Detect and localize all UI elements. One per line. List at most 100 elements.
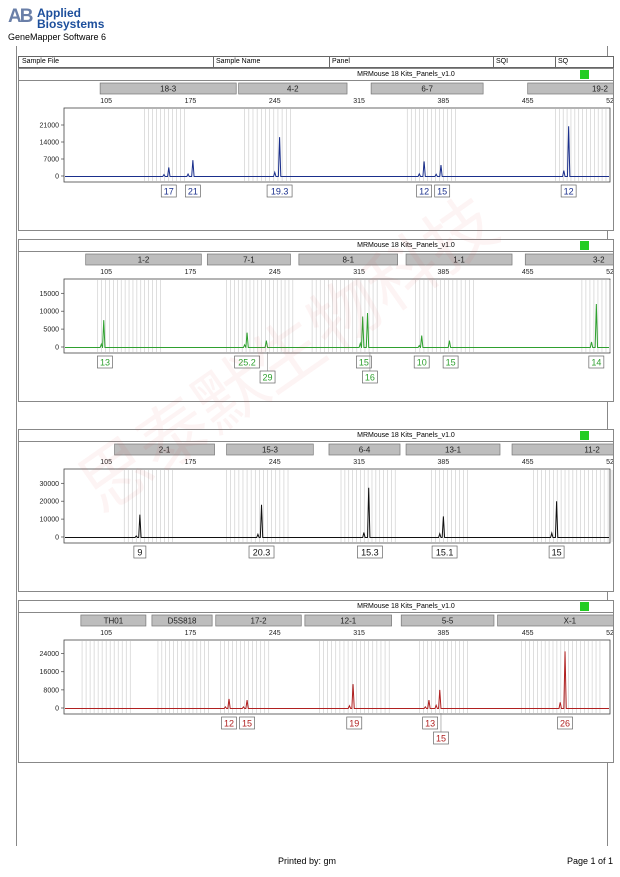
- allele-call-label: 15.1: [436, 548, 454, 558]
- allele-call-box: [234, 355, 260, 369]
- col-sqi: SQI: [496, 58, 509, 65]
- marker-label: 11-2: [584, 446, 600, 455]
- allele-call-box: [266, 184, 293, 198]
- sample-header-row: Sample File Sample Name Panel SQI SQ: [18, 56, 614, 68]
- x-tick-label: 245: [269, 459, 281, 466]
- marker-label: 13-1: [445, 446, 462, 455]
- plot-area: [63, 107, 611, 183]
- allele-call-label: 26: [560, 719, 570, 729]
- allele-call-label: 29: [263, 373, 273, 383]
- y-tick-label: 0: [55, 174, 59, 181]
- marker-bin: [206, 253, 291, 266]
- allele-call-box: [416, 184, 432, 198]
- allele-call-box: [557, 716, 573, 730]
- x-tick-label: 385: [438, 98, 450, 105]
- allele-call-label: 13: [100, 358, 110, 368]
- y-tick-label: 8000: [43, 687, 59, 694]
- marker-label: 1-1: [453, 256, 465, 265]
- trace-line: [65, 126, 609, 177]
- page-number: Page 1 of 1: [567, 856, 614, 866]
- x-tick-label: 105: [100, 459, 112, 466]
- allele-call-box: [221, 716, 237, 730]
- allele-call-box: [239, 716, 255, 730]
- x-tick-label: 105: [100, 269, 112, 276]
- trace-line: [65, 651, 609, 709]
- allele-call-box: [248, 545, 275, 559]
- marker-bin: [85, 253, 202, 266]
- allele-call-label: 15: [552, 548, 562, 558]
- x-tick-label: 245: [269, 98, 281, 105]
- allele-call-box: [356, 355, 372, 369]
- marker-label: 6-4: [359, 446, 371, 455]
- allele-call-label: 15.3: [361, 548, 379, 558]
- y-tick-label: 21000: [40, 123, 60, 130]
- marker-label: 6-7: [421, 85, 433, 94]
- allele-call-box: [422, 716, 438, 730]
- allele-call-box: [357, 545, 383, 559]
- trace-line: [65, 304, 609, 348]
- allele-call-box: [434, 184, 451, 198]
- marker-bin: [400, 614, 495, 627]
- allele-call-box: [431, 545, 458, 559]
- panel-title: MRMouse 18 Kits_Panels_v1.0: [357, 603, 455, 610]
- electropherogram-plot: TH01 D5S818 17-2 12-1 5-5 X-1 105 175 245 315 385 4…: [40, 614, 613, 745]
- sq-indicator: [580, 602, 589, 611]
- allele-call-box: [346, 716, 363, 730]
- marker-bin: [114, 443, 215, 456]
- marker-bin: [511, 443, 613, 456]
- marker-label: D5S818: [168, 617, 197, 626]
- col-sq: SQ: [558, 58, 569, 65]
- col-panel: Panel: [332, 58, 350, 65]
- y-tick-label: 16000: [40, 669, 60, 676]
- marker-label: 2-1: [159, 446, 171, 455]
- x-tick-label: 175: [185, 459, 197, 466]
- panel-title: MRMouse 18 Kits_Panels_v1.0: [357, 242, 455, 249]
- panel-title: MRMouse 18 Kits_Panels_v1.0: [357, 71, 455, 78]
- y-tick-label: 30000: [40, 481, 60, 488]
- marker-label: 18-3: [160, 85, 177, 94]
- plot-area: [63, 278, 611, 354]
- allele-call-label: 19.3: [271, 187, 289, 197]
- allele-call-box: [160, 184, 177, 198]
- allele-call-label: 17: [164, 187, 174, 197]
- marker-bin: [238, 82, 348, 95]
- x-tick-label: 105: [100, 630, 112, 637]
- x-tick-label: 245: [269, 269, 281, 276]
- electropherogram-panel: MRMouse 18 Kits_Panels_v1.0 18-3 4-2 6-7 19-…: [18, 68, 614, 231]
- marker-bin: [405, 253, 513, 266]
- allele-call-label: 16: [365, 373, 375, 383]
- software-name: GeneMapper Software 6: [8, 32, 107, 42]
- marker-label: 4-2: [287, 85, 299, 94]
- x-tick-label: 315: [353, 98, 365, 105]
- plot-area: [63, 468, 611, 544]
- allele-call-label: 20.3: [253, 548, 271, 558]
- electropherogram-panel: MRMouse 18 Kits_Panels_v1.0 1-2 7-1 8-1 1-1 3…: [18, 239, 614, 402]
- allele-call-box: [433, 731, 449, 745]
- marker-bin: [298, 253, 398, 266]
- allele-call-box: [548, 545, 565, 559]
- marker-label: 8-1: [342, 256, 354, 265]
- x-tick-label: 315: [353, 459, 365, 466]
- allele-call-box: [413, 355, 430, 369]
- allele-call-label: 25.2: [238, 358, 256, 368]
- allele-call-label: 19: [349, 719, 359, 729]
- marker-label: 1-2: [138, 256, 150, 265]
- marker-bin: [151, 614, 213, 627]
- x-tick-label: 315: [353, 269, 365, 276]
- x-tick-label: 455: [522, 98, 534, 105]
- col-sample-file: Sample File: [22, 58, 59, 65]
- x-tick-label: 525: [606, 630, 613, 637]
- allele-call-box: [362, 370, 378, 384]
- x-tick-label: 525: [606, 98, 613, 105]
- marker-bin: [524, 253, 613, 266]
- marker-bin: [99, 82, 237, 95]
- allele-call-label: 12: [564, 187, 574, 197]
- electropherogram-plot: 2-1 15-3 6-4 13-1 11-2 105 175 245 315 385 455 525 3…: [40, 443, 613, 559]
- printed-by: Printed by: gm: [278, 856, 337, 866]
- allele-call-box: [442, 355, 459, 369]
- electropherogram-panel: MRMouse 18 Kits_Panels_v1.0 TH01 D5S818 17-…: [18, 600, 614, 763]
- allele-call-label: 15: [437, 187, 447, 197]
- y-tick-label: 7000: [43, 157, 59, 164]
- sq-indicator: [580, 431, 589, 440]
- trace-line: [65, 487, 609, 538]
